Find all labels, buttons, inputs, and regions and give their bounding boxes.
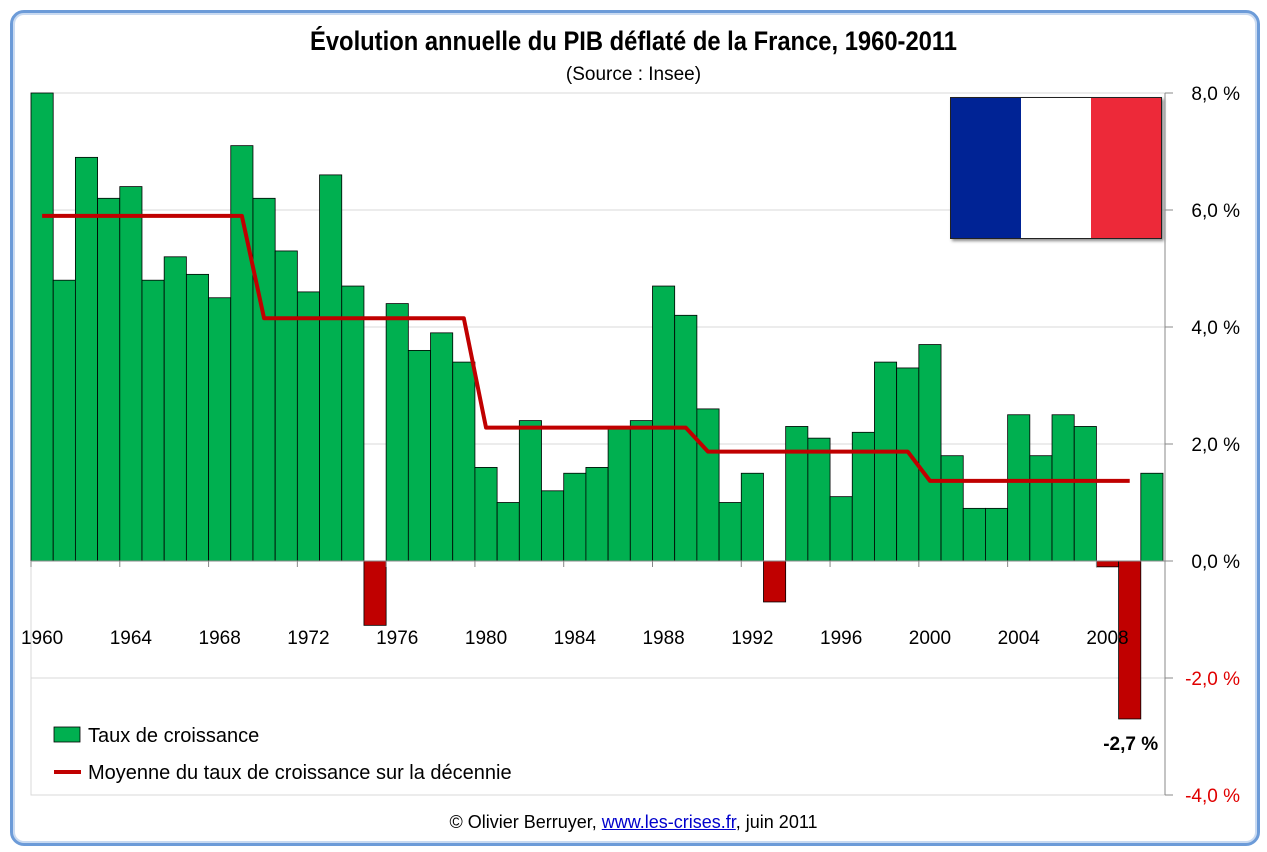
chart-title: Évolution annuelle du PIB déflaté de la … <box>309 26 958 56</box>
x-tick-label: 1968 <box>199 628 241 649</box>
bar-1987 <box>629 420 653 562</box>
bar-2001 <box>940 455 964 562</box>
bar-1971 <box>274 250 298 562</box>
bar-1966 <box>163 256 187 562</box>
bar-1988 <box>652 285 676 562</box>
bar-2010 <box>1140 472 1164 562</box>
footer-credit: © Olivier Berruyer, <box>449 812 602 832</box>
bar-1994 <box>785 426 809 562</box>
y-tick-label: 2,0 % <box>1191 435 1240 456</box>
x-tick-label: 1996 <box>820 628 862 649</box>
bar-1993 <box>763 560 787 603</box>
x-tick-label: 1980 <box>465 628 507 649</box>
bar-1984 <box>563 472 587 562</box>
bar-1977 <box>407 349 431 562</box>
bar-1970 <box>252 197 276 562</box>
x-tick-label: 1976 <box>376 628 418 649</box>
chart-frame <box>10 10 1260 846</box>
bar-1967 <box>185 273 209 562</box>
bar-1992 <box>740 472 764 562</box>
x-tick-label: 1992 <box>731 628 773 649</box>
bar-1976 <box>385 303 409 562</box>
bar-1990 <box>696 408 720 562</box>
bar-1969 <box>230 145 254 562</box>
bar-1985 <box>585 466 609 562</box>
bar-1996 <box>829 496 853 562</box>
bar-1972 <box>296 291 320 562</box>
bar-1968 <box>208 297 232 562</box>
bar-1991 <box>718 502 742 562</box>
legend-label-bars: Taux de croissance <box>88 725 259 747</box>
bar-2007 <box>1073 426 1097 562</box>
x-tick-label: 2004 <box>998 628 1041 649</box>
france-flag <box>950 97 1162 239</box>
y-tick-label: -2,0 % <box>1185 669 1240 690</box>
bar-1995 <box>807 437 831 562</box>
chart-subtitle: (Source : Insee) <box>565 64 702 85</box>
bar-1965 <box>141 279 165 562</box>
y-tick-label: 8,0 % <box>1191 84 1240 105</box>
bar-2004 <box>1007 414 1031 562</box>
bar-2008 <box>1096 560 1120 568</box>
x-tick-label: 2000 <box>909 628 951 649</box>
flag-white <box>1021 98 1091 238</box>
y-tick-label: 4,0 % <box>1191 318 1240 339</box>
bar-1961 <box>52 279 76 562</box>
bar-1981 <box>496 502 520 562</box>
y-tick-label: 6,0 % <box>1191 201 1240 222</box>
x-tick-label: 1972 <box>287 628 329 649</box>
data-label: -2,7 % <box>1103 734 1158 755</box>
x-tick-label: 1960 <box>21 628 63 649</box>
bar-2006 <box>1051 414 1075 562</box>
bar-1973 <box>319 174 343 562</box>
bar-2005 <box>1029 455 1053 562</box>
bar-1979 <box>452 361 476 562</box>
footer-date: , juin 2011 <box>735 812 818 832</box>
bar-2002 <box>962 507 986 562</box>
bar-1975 <box>363 560 387 626</box>
footer: © Olivier Berruyer, www.les-crises.fr, j… <box>0 812 1267 833</box>
x-tick-label: 1984 <box>554 628 597 649</box>
x-tick-label: 1964 <box>110 628 153 649</box>
bar-1974 <box>341 285 365 562</box>
bar-1978 <box>430 332 454 562</box>
legend-swatch-bars <box>53 726 81 743</box>
footer-link[interactable]: www.les-crises.fr <box>601 812 736 832</box>
bar-1960 <box>30 92 54 562</box>
bar-1983 <box>541 490 565 562</box>
bar-2003 <box>985 507 1009 562</box>
bar-1964 <box>119 186 143 562</box>
x-tick-label: 1988 <box>642 628 684 649</box>
x-tick-label: 2008 <box>1086 628 1128 649</box>
bar-1963 <box>97 197 121 562</box>
bar-1980 <box>474 466 498 562</box>
bar-1962 <box>74 156 98 562</box>
bar-2000 <box>918 344 942 562</box>
bar-1998 <box>874 361 898 562</box>
flag-red <box>1091 98 1161 238</box>
y-tick-label: 0,0 % <box>1191 552 1240 573</box>
flag-blue <box>951 98 1021 238</box>
legend-label-line: Moyenne du taux de croissance sur la déc… <box>88 762 512 784</box>
bar-1986 <box>607 426 631 562</box>
y-tick-label: -4,0 % <box>1185 786 1240 807</box>
bar-1982 <box>518 420 542 562</box>
decade-average-line <box>42 213 1130 483</box>
